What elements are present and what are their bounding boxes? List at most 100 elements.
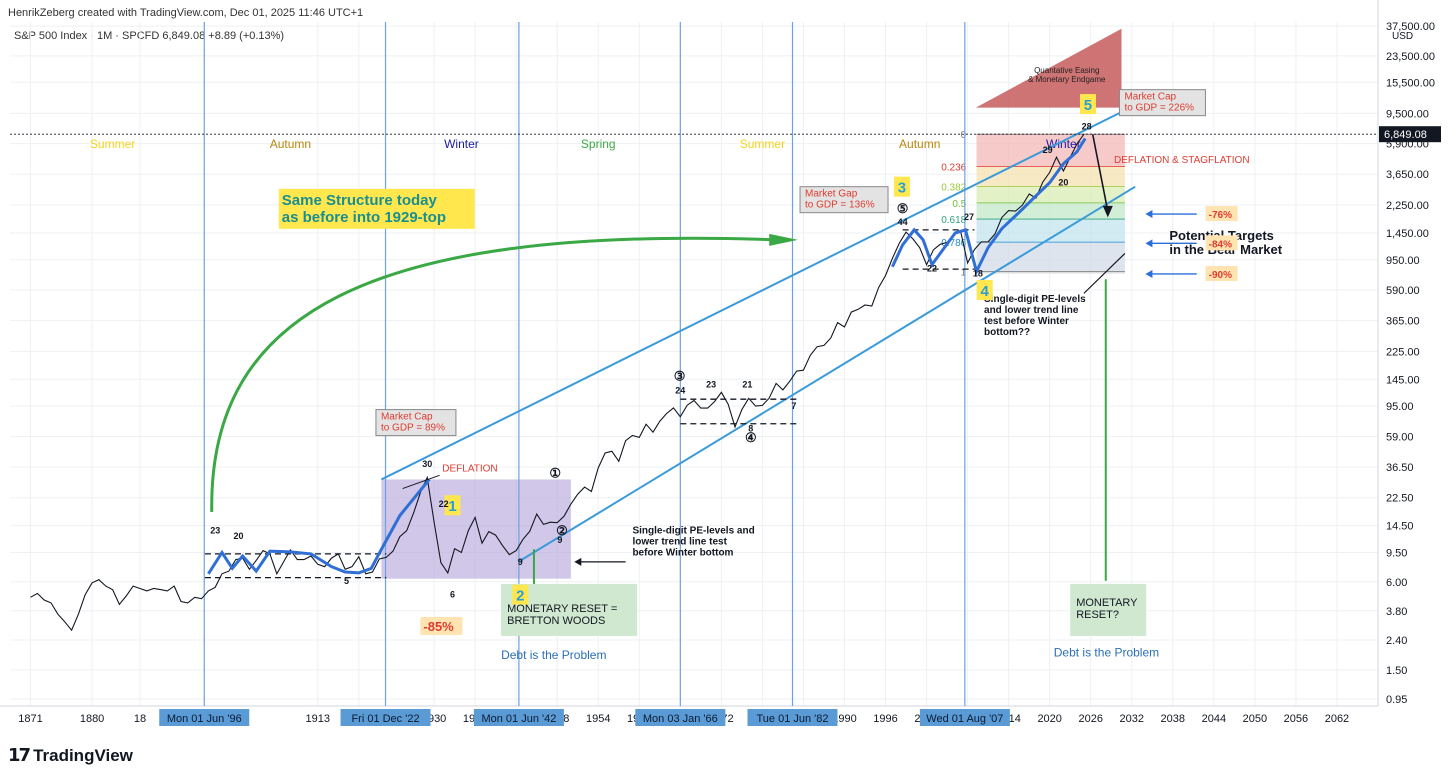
cycle-date-box: [340, 709, 431, 726]
wave-label-1: 1: [448, 498, 456, 515]
drop-85-box: [420, 616, 463, 635]
deflation-text: DEFLATION: [442, 463, 497, 474]
y-tick-label: 36.50: [1386, 462, 1414, 474]
pivot-label: 22: [439, 499, 449, 509]
circled-label-4: ④: [745, 430, 757, 445]
fib-label: 0.786: [941, 238, 966, 249]
x-tick-label: 2044: [1202, 713, 1226, 725]
fib-label: 0.236: [941, 163, 966, 174]
y-tick-label: 14.50: [1386, 521, 1414, 533]
wave-label-3-box: [893, 176, 910, 197]
bear-box-1929: [381, 479, 571, 579]
green-arrowhead-icon: [769, 233, 798, 246]
x-tick-label: 1913: [306, 713, 330, 725]
cycle-date-label: Mon 03 Jan '66: [643, 713, 718, 725]
y-tick-label: 59.00: [1386, 431, 1414, 443]
x-tick-label: 1880: [80, 713, 104, 725]
wave-overlay-2: [891, 137, 1087, 276]
target-arrowhead-icon: [1145, 269, 1153, 278]
y-tick-label: 23,500.00: [1386, 51, 1435, 63]
fib-zone: [976, 134, 1125, 167]
pivot-label: 21: [742, 380, 752, 390]
cycle-date-label: Tue 01 Jun '82: [756, 713, 828, 725]
pe-note-2: Single-digit PE-levels and lower trend li…: [984, 294, 1086, 338]
debt-problem-2: Debt is the Problem: [1054, 646, 1159, 660]
y-tick-label: 225.00: [1386, 346, 1420, 358]
market-cap-now-box: [1118, 89, 1206, 117]
same-structure-text: Same Structure today as before into 1929-…: [282, 192, 446, 226]
pe-note-1-arrowhead-icon: [574, 557, 582, 566]
y-tick-label: 3,650.00: [1386, 169, 1429, 181]
same-structure-box: [278, 188, 475, 229]
last-price-label: 6,849.08: [1384, 129, 1427, 141]
pivot-label: 44: [898, 217, 908, 227]
fib-zone: [976, 186, 1125, 203]
y-tick-label: 6.00: [1386, 577, 1407, 589]
fib-label: 0.382: [941, 183, 966, 194]
y-tick-label: 365.00: [1386, 316, 1420, 328]
pivot-label: 8: [748, 423, 753, 433]
pivot-label: 20: [233, 531, 243, 541]
cycle-date-box: [635, 709, 726, 726]
circled-label-3: ③: [674, 369, 686, 384]
cycle-date-label: Mon 01 Jun '96: [167, 713, 242, 725]
fib-zone: [976, 242, 1125, 272]
market-gap-2000-box: [799, 186, 889, 214]
season-label: Autumn: [270, 137, 311, 151]
wave-label-2-box: [512, 584, 529, 605]
x-tick-label: 1954: [586, 713, 610, 725]
target-box: [1205, 265, 1238, 281]
deflation-stag-text: DEFLATION & STAGFLATION: [1114, 155, 1250, 166]
y-tick-label: 95.00: [1386, 401, 1414, 413]
symbol-change: +8.89 (+0.13%): [208, 30, 285, 42]
debt-problem-1: Debt is the Problem: [501, 648, 606, 662]
market-cap-1929-text: Market Cap to GDP = 89%: [381, 412, 445, 434]
target-label: -76%: [1209, 210, 1232, 221]
x-tick-label: 1990: [832, 713, 856, 725]
symbol-name: S&P 500 Index · 1M · SPCFD: [14, 30, 160, 42]
y-tick-label: 15,500.00: [1386, 77, 1435, 89]
tradingview-brand[interactable]: 17 TradingView: [8, 745, 133, 766]
x-tick-label: 2056: [1284, 713, 1308, 725]
fib-zone: [976, 202, 1125, 220]
x-tick-label: 2026: [1078, 713, 1102, 725]
pivot-label: 9: [518, 557, 523, 567]
pe-note-2-arrow: [1083, 252, 1126, 294]
channel-upper: [380, 104, 1136, 481]
price-series-line: [30, 133, 1085, 632]
wave-label-5-box: [1079, 94, 1096, 115]
y-tick-label: 0.95: [1386, 694, 1407, 706]
market-cap-now-text: Market Cap to GDP = 226%: [1124, 92, 1194, 114]
x-tick-label: 2050: [1243, 713, 1267, 725]
y-tick-label: 1.50: [1386, 665, 1407, 677]
pivot-label: 24: [675, 385, 685, 395]
pivot-label: 5: [344, 576, 349, 586]
target-box: [1205, 206, 1238, 222]
tradingview-logo-icon: 17: [8, 745, 31, 766]
fib-label: 0.5: [952, 199, 966, 210]
circled-label-2: ②: [556, 523, 568, 538]
x-tick-label: 2020: [1037, 713, 1061, 725]
season-label: Autumn: [899, 137, 940, 151]
pivot-label: 27: [964, 212, 974, 222]
wave-label-5: 5: [1084, 97, 1092, 114]
pivot-label: 28: [1082, 121, 1092, 131]
symbol-price: 6,849.08: [162, 30, 206, 42]
monetary-reset-q-text: MONETARY RESET?: [1076, 597, 1138, 621]
qe-triangle: [975, 28, 1122, 108]
fib-zone: [976, 219, 1125, 243]
season-label: Winter: [444, 137, 479, 151]
season-label: Winter: [1046, 137, 1081, 151]
cycle-date-box: [159, 709, 250, 726]
season-label: Summer: [90, 137, 135, 151]
x-tick-label: 1996: [873, 713, 897, 725]
pivot-label: 30: [422, 459, 432, 469]
circled-label-1: ①: [549, 465, 561, 480]
cycle-date-label: Fri 01 Dec '22: [351, 713, 419, 725]
cycle-date-label: Wed 01 Aug '07: [926, 713, 1003, 725]
y-tick-label: 2.40: [1386, 635, 1407, 647]
pivot-label: 23: [706, 380, 716, 390]
pivot-label: 23: [210, 526, 220, 536]
tradingview-wordmark: TradingView: [33, 745, 133, 765]
